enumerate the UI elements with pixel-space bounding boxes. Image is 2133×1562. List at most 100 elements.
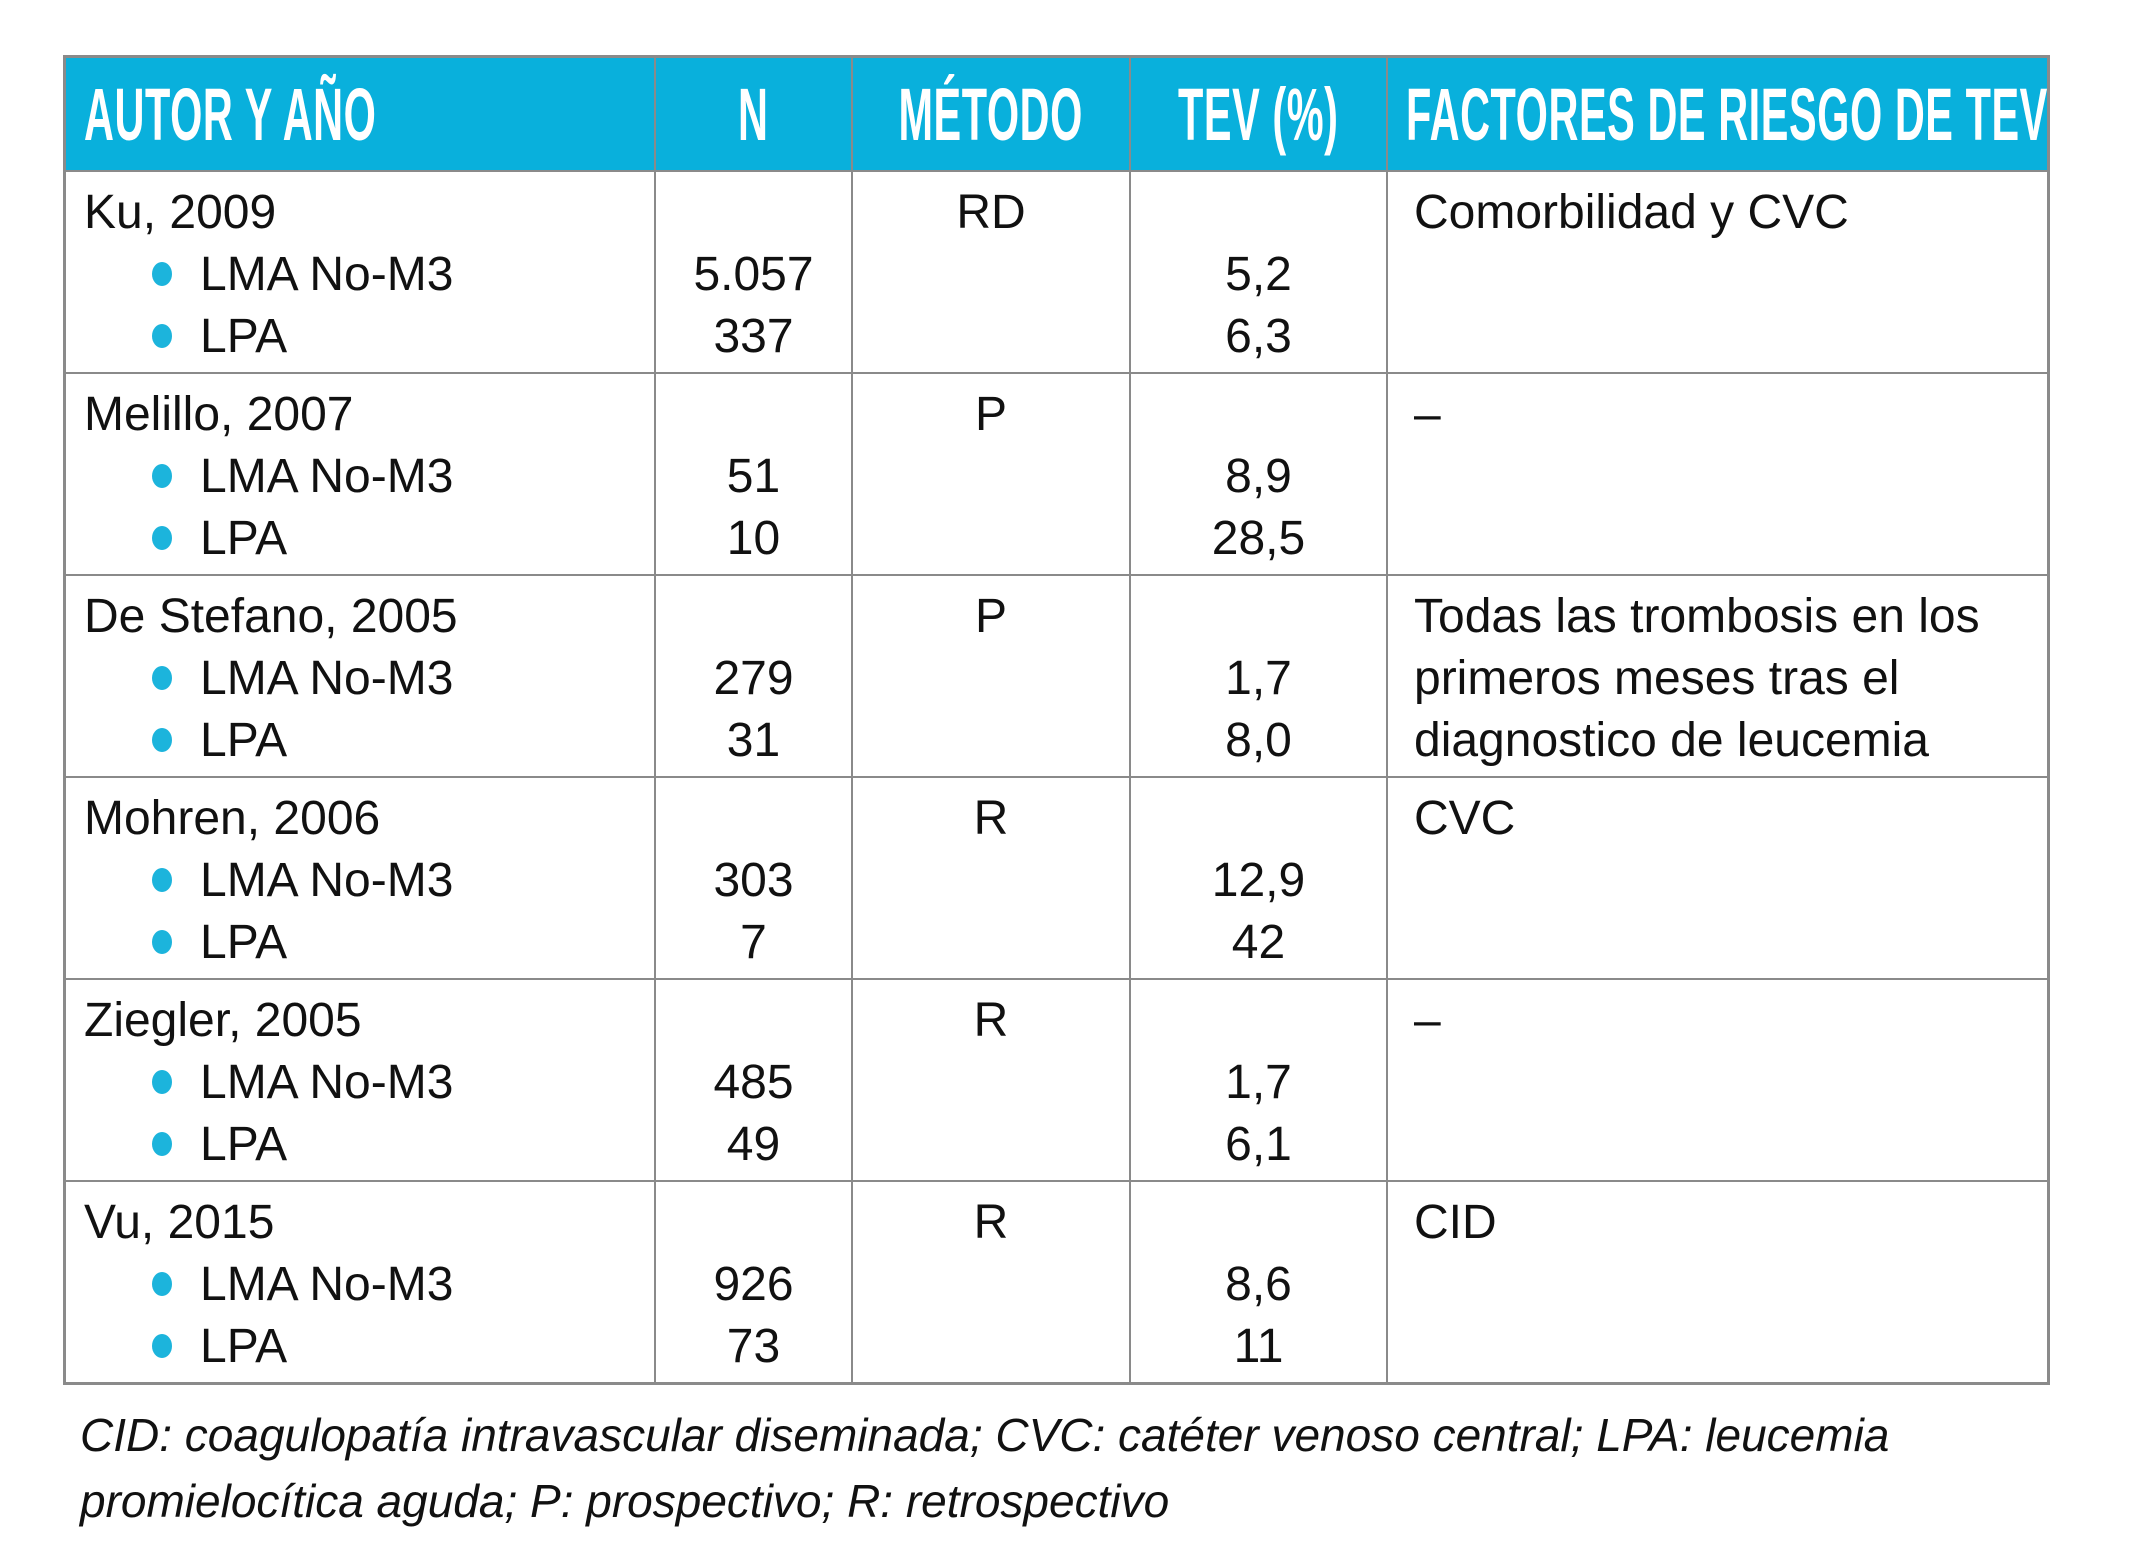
subgroup-label: LMA No-M3: [200, 854, 454, 907]
subgroup-line: LPA: [84, 1316, 654, 1378]
tev-value: 5,2: [1225, 248, 1292, 301]
table-row-tev-cell: 5,2 6,3: [1131, 172, 1386, 372]
studies-table: AUTOR Y AÑO N MÉTODO TEV (%) FACTORES DE…: [63, 55, 2050, 1385]
tev-value: 12,9: [1211, 854, 1306, 907]
tev-value: 8,0: [1225, 714, 1292, 767]
table-row-tev-cell: 8,9 28,5: [1131, 374, 1386, 574]
table-row-n-cell: 5.057 337: [656, 172, 851, 372]
subgroup-label: LPA: [200, 512, 288, 565]
risk-factors: Comorbilidad y CVC: [1414, 186, 1849, 239]
study-author: De Stefano, 2005: [84, 590, 458, 643]
bullet-icon: [152, 868, 172, 893]
study-author: Ku, 2009: [84, 186, 277, 239]
risk-factors: CVC: [1414, 792, 1516, 845]
subgroup-label: LMA No-M3: [200, 652, 454, 705]
bullet-icon: [152, 1272, 172, 1297]
method-value: P: [974, 388, 1007, 441]
subgroup-line: LMA No-M3: [84, 244, 654, 306]
bullet-icon: [152, 262, 172, 287]
n-value: 337: [713, 310, 794, 363]
method-value: R: [973, 1196, 1009, 1249]
table-row-author-cell: Mohren, 2006 LMA No-M3 LPA: [66, 778, 654, 978]
table-row-n-cell: 926 73: [656, 1182, 851, 1382]
table-row-author-cell: Ku, 2009 LMA No-M3 LPA: [66, 172, 654, 372]
table-row-author-cell: Ziegler, 2005 LMA No-M3 LPA: [66, 980, 654, 1180]
n-value: 51: [726, 450, 781, 503]
table-row-factors-cell: CVC: [1388, 778, 2047, 978]
study-author: Mohren, 2006: [84, 792, 381, 845]
subgroup-line: LMA No-M3: [84, 850, 654, 912]
n-value: 926: [713, 1258, 794, 1311]
n-value: 485: [713, 1056, 794, 1109]
table-row-method-cell: R: [853, 980, 1129, 1180]
n-value: 31: [726, 714, 781, 767]
risk-factors: –: [1414, 994, 1441, 1047]
table-row-method-cell: P: [853, 374, 1129, 574]
subgroup-line: LMA No-M3: [84, 446, 654, 508]
table-row-factors-cell: CID: [1388, 1182, 2047, 1382]
table-row-author-cell: Melillo, 2007 LMA No-M3 LPA: [66, 374, 654, 574]
table-row-method-cell: RD: [853, 172, 1129, 372]
tev-value: 1,7: [1225, 1056, 1292, 1109]
tev-value: 11: [1233, 1320, 1284, 1373]
abbreviations-footnote: CID: coagulopatía intravascular disemina…: [80, 1409, 1890, 1527]
bullet-icon: [152, 1070, 172, 1095]
column-header-label: FACTORES DE RIESGO DE TEV: [1406, 72, 2047, 156]
subgroup-label: LPA: [200, 1320, 288, 1373]
table-row-tev-cell: 8,6 11: [1131, 1182, 1386, 1382]
table-row-n-cell: 51 10: [656, 374, 851, 574]
column-header-label: AUTOR Y AÑO: [84, 72, 377, 156]
column-header-label: MÉTODO: [898, 72, 1084, 156]
column-header-factores: FACTORES DE RIESGO DE TEV: [1388, 58, 2047, 170]
n-value: 303: [713, 854, 794, 907]
column-header-metodo: MÉTODO: [853, 58, 1129, 170]
subgroup-label: LMA No-M3: [200, 1056, 454, 1109]
method-value: R: [973, 792, 1009, 845]
table-row-author-cell: Vu, 2015 LMA No-M3 LPA: [66, 1182, 654, 1382]
table-row-factors-cell: Todas las trombosis en los primeros mese…: [1388, 576, 2047, 776]
table-row-tev-cell: 12,9 42: [1131, 778, 1386, 978]
n-value: 49: [726, 1118, 781, 1171]
table-row-factors-cell: Comorbilidad y CVC: [1388, 172, 2047, 372]
n-value: 279: [713, 652, 794, 705]
column-header-autor: AUTOR Y AÑO: [66, 58, 654, 170]
n-value: 7: [740, 916, 767, 969]
bullet-icon: [152, 526, 172, 551]
table-row-factors-cell: –: [1388, 374, 2047, 574]
table-row-method-cell: R: [853, 1182, 1129, 1382]
bullet-icon: [152, 464, 172, 489]
table-row-n-cell: 485 49: [656, 980, 851, 1180]
method-value: P: [974, 590, 1007, 643]
bullet-icon: [152, 324, 172, 349]
tev-value: 8,9: [1225, 450, 1292, 503]
table-row-method-cell: P: [853, 576, 1129, 776]
subgroup-label: LMA No-M3: [200, 450, 454, 503]
bullet-icon: [152, 1334, 172, 1359]
risk-factors: Todas las trombosis en los primeros mese…: [1414, 590, 1980, 767]
table-row-n-cell: 279 31: [656, 576, 851, 776]
subgroup-line: LPA: [84, 508, 654, 570]
tev-value: 42: [1231, 916, 1286, 969]
bullet-icon: [152, 930, 172, 955]
column-header-label: TEV (%): [1178, 72, 1339, 156]
tev-value: 8,6: [1225, 1258, 1292, 1311]
subgroup-label: LPA: [200, 714, 288, 767]
risk-factors: –: [1414, 388, 1441, 441]
study-author: Ziegler, 2005: [84, 994, 362, 1047]
n-value: 5.057: [693, 248, 814, 301]
subgroup-line: LPA: [84, 710, 654, 772]
table-row-tev-cell: 1,7 8,0: [1131, 576, 1386, 776]
study-author: Vu, 2015: [84, 1196, 275, 1249]
subgroup-label: LPA: [200, 1118, 288, 1171]
table-row-tev-cell: 1,7 6,1: [1131, 980, 1386, 1180]
subgroup-label: LMA No-M3: [200, 248, 454, 301]
subgroup-label: LPA: [200, 310, 288, 363]
method-value: RD: [956, 186, 1026, 239]
subgroup-line: LPA: [84, 306, 654, 368]
table-row-n-cell: 303 7: [656, 778, 851, 978]
subgroup-label: LMA No-M3: [200, 1258, 454, 1311]
subgroup-label: LPA: [200, 916, 288, 969]
subgroup-line: LPA: [84, 1114, 654, 1176]
table-row-author-cell: De Stefano, 2005 LMA No-M3 LPA: [66, 576, 654, 776]
table-row-factors-cell: –: [1388, 980, 2047, 1180]
